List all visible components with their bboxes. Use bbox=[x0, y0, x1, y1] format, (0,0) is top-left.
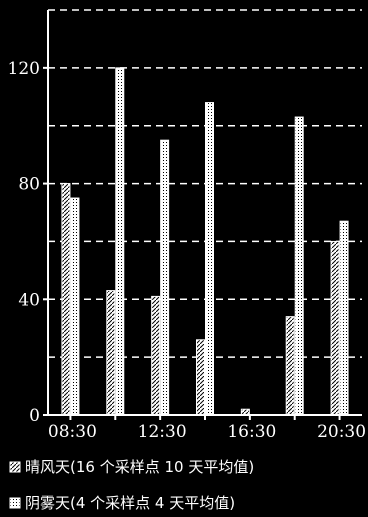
bar-series-2-08:30 bbox=[70, 197, 80, 416]
x-tick-labels: 08:30 12:30 16:30 20:30 bbox=[48, 422, 366, 442]
x-tick-label: 08:30 bbox=[48, 422, 97, 442]
bar-series-2-20:30 bbox=[339, 220, 349, 416]
bar-series-2-14:30 bbox=[205, 102, 214, 416]
bar-series-1-12:30 bbox=[151, 295, 161, 416]
y-tick-labels: 0 40 80 120 bbox=[8, 59, 40, 426]
legend-label-2: 阴雾天(4 个采样点 4 天平均值) bbox=[25, 494, 235, 512]
y-tick-label: 0 bbox=[29, 406, 40, 426]
bar-series-1-08:30 bbox=[61, 183, 71, 416]
bar-series-1-14:30 bbox=[196, 339, 205, 416]
x-tick-label: 16:30 bbox=[227, 422, 276, 442]
bar-series-2-18:30 bbox=[294, 116, 304, 416]
x-tick-label: 20:30 bbox=[317, 422, 366, 442]
legend: 晴风天(16 个采样点 10 天平均值) 阴雾天(4 个采样点 4 天平均值) bbox=[9, 458, 254, 512]
bar-series-2-12:30 bbox=[160, 139, 170, 416]
legend-swatch-1 bbox=[9, 461, 21, 473]
axes bbox=[43, 10, 362, 420]
bar-series-1-20:30 bbox=[330, 240, 340, 416]
bar-series-1-10:30 bbox=[106, 290, 116, 416]
legend-label-1: 晴风天(16 个采样点 10 天平均值) bbox=[25, 458, 254, 476]
y-tick-label: 80 bbox=[18, 175, 40, 195]
bar-series-1-18:30 bbox=[285, 316, 295, 416]
legend-swatch-2 bbox=[9, 497, 21, 509]
x-tick-label: 12:30 bbox=[138, 422, 187, 442]
bar-series-2-10:30 bbox=[115, 67, 125, 416]
y-tick-label: 40 bbox=[18, 290, 40, 310]
y-tick-label: 120 bbox=[8, 59, 40, 79]
